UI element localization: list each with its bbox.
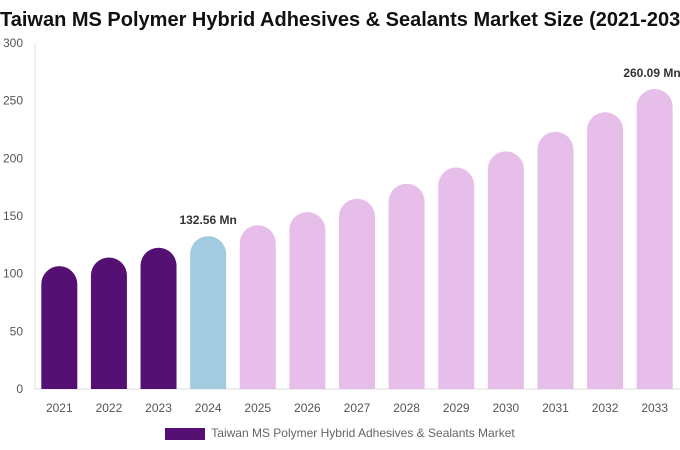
x-tick-label: 2024 bbox=[195, 401, 222, 415]
x-tick-label: 2027 bbox=[344, 401, 371, 415]
x-tick-label: 2033 bbox=[641, 401, 668, 415]
bar-2023 bbox=[140, 247, 177, 389]
y-tick-label: 0 bbox=[16, 382, 23, 396]
chart-title: Taiwan MS Polymer Hybrid Adhesives & Sea… bbox=[0, 9, 680, 31]
bar-2031 bbox=[537, 131, 574, 389]
bar-2026 bbox=[289, 211, 326, 389]
bar-2025 bbox=[239, 225, 276, 389]
bar-2024 bbox=[190, 236, 227, 389]
x-tick-label: 2031 bbox=[542, 401, 569, 415]
y-tick-label: 300 bbox=[3, 36, 23, 50]
x-tick-label: 2025 bbox=[244, 401, 271, 415]
bar-2021 bbox=[41, 266, 78, 389]
x-tick-label: 2023 bbox=[145, 401, 172, 415]
x-tick-label: 2032 bbox=[592, 401, 619, 415]
bar-2032 bbox=[587, 112, 624, 389]
legend: Taiwan MS Polymer Hybrid Adhesives & Sea… bbox=[0, 426, 680, 440]
x-tick-label: 2030 bbox=[492, 401, 519, 415]
bar-2029 bbox=[438, 167, 475, 389]
bar-2033 bbox=[636, 89, 673, 389]
x-tick-label: 2022 bbox=[96, 401, 123, 415]
legend-label: Taiwan MS Polymer Hybrid Adhesives & Sea… bbox=[211, 426, 515, 440]
x-tick-label: 2029 bbox=[443, 401, 470, 415]
y-tick-label: 50 bbox=[10, 324, 24, 338]
bar-2027 bbox=[339, 198, 375, 389]
bar-2030 bbox=[487, 151, 524, 389]
legend-swatch bbox=[165, 427, 206, 440]
bar-2022 bbox=[90, 257, 127, 389]
y-tick-label: 100 bbox=[3, 267, 23, 281]
bar-2028 bbox=[388, 183, 425, 389]
y-tick-label: 150 bbox=[3, 209, 23, 223]
data-label-2033: 260.09 Mn bbox=[623, 66, 680, 80]
data-label-2024: 132.56 Mn bbox=[179, 213, 236, 227]
y-tick-label: 200 bbox=[3, 151, 23, 165]
x-tick-label: 2026 bbox=[294, 401, 321, 415]
y-tick-label: 250 bbox=[3, 94, 23, 108]
x-tick-label: 2021 bbox=[46, 401, 73, 415]
x-tick-label: 2028 bbox=[393, 401, 420, 415]
